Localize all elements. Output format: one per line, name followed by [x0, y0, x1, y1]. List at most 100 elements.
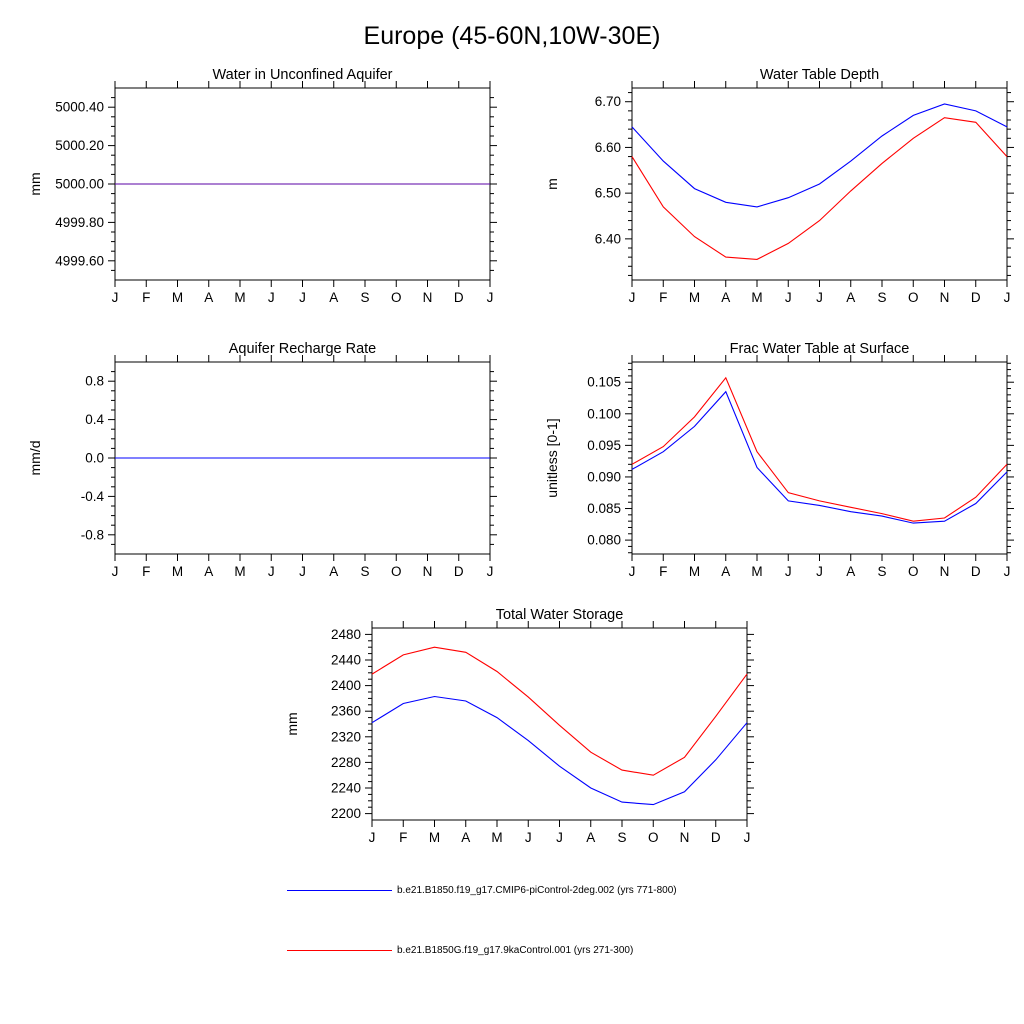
chart-total-water-storage: 2200 2240 2280 2320 2360 2400 2440 2480 J F M A M J J A…: [284, 598, 762, 865]
y-axis-label: m: [547, 178, 560, 190]
series-line-piControl-2deg: [631, 103, 1008, 208]
legend: b.e21.B1850.f19_g17.CMIP6-piControl-2deg…: [287, 884, 677, 1004]
y-tick-label: 2400: [331, 678, 361, 693]
legend-item-picontrol: b.e21.B1850.f19_g17.CMIP6-piControl-2deg…: [287, 884, 677, 896]
x-tick-label: A: [461, 830, 470, 845]
x-tick-label: D: [454, 290, 464, 305]
water-table-depth-plot: 6.40 6.50 6.60 6.70 J F M A M J J A S O N D J Water Table…: [544, 67, 1014, 305]
y-axis-label: unitless [0-1]: [547, 418, 560, 497]
axes-ticks: [625, 355, 1014, 561]
y-tick-label: 2240: [331, 781, 361, 796]
x-tick-label: O: [391, 290, 402, 305]
y-tick-label: 5000.40: [55, 100, 104, 115]
x-tick-label: M: [234, 564, 245, 579]
x-tick-label: F: [142, 564, 150, 579]
x-tick-label: J: [1004, 564, 1011, 579]
chart-title: Frac Water Table at Surface: [730, 341, 910, 357]
y-tick-label: 0.4: [85, 412, 104, 427]
legend-label: b.e21.B1850.f19_g17.CMIP6-piControl-2deg…: [397, 884, 677, 896]
y-tick-label: 0.8: [85, 374, 104, 389]
x-tick-label: S: [360, 564, 369, 579]
x-tick-label: A: [586, 830, 595, 845]
axes-ticks: [625, 81, 1014, 287]
y-tick-label: 5000.20: [55, 138, 104, 153]
plot-frame: [371, 627, 748, 821]
plot-frame: [631, 361, 1008, 555]
y-tick-label: 2320: [331, 729, 361, 744]
series-line-9kaControl: [631, 376, 1008, 522]
x-tick-label: J: [112, 564, 119, 579]
x-tick-label: A: [846, 564, 855, 579]
chart-water-in-unconfined-aquifer: 4999.60 4999.80 5000.00 5000.20 5000.40 J F M A M…: [27, 58, 505, 325]
y-tick-label: 0.095: [587, 438, 621, 453]
chart-aquifer-recharge-rate: -0.8 -0.4 0.0 0.4 0.8 J F M A M J J A S O N D J Aquifer Re…: [27, 332, 505, 599]
chart-frac-water-table-at-surface: 0.080 0.085 0.090 0.095 0.100 0.105 J F M A M J J A S O…: [544, 332, 1022, 599]
chart-title: Aquifer Recharge Rate: [229, 341, 377, 357]
x-tick-label: J: [268, 290, 275, 305]
x-tick-label: A: [329, 564, 338, 579]
y-tick-label: 0.090: [587, 469, 621, 484]
chart-water-table-depth: 6.40 6.50 6.60 6.70 J F M A M J J A S O N D J Water Table…: [544, 58, 1022, 325]
x-tick-label: M: [689, 290, 700, 305]
y-axis-label: mm: [287, 712, 300, 735]
series-line-9kaControl: [631, 117, 1008, 260]
x-tick-label: J: [744, 830, 751, 845]
x-tick-label: M: [234, 290, 245, 305]
y-tick-label: 6.40: [595, 231, 621, 246]
y-tick-label: -0.8: [81, 527, 104, 542]
x-tick-label: A: [721, 290, 730, 305]
x-tick-label: J: [556, 830, 563, 845]
y-axis-label: mm: [30, 172, 43, 195]
aquifer-recharge-rate-plot: -0.8 -0.4 0.0 0.4 0.8 J F M A M J J A S O N D J Aquifer Re…: [27, 341, 497, 579]
x-tick-label: J: [299, 290, 306, 305]
x-tick-label: D: [454, 564, 464, 579]
y-tick-label: 6.60: [595, 140, 621, 155]
x-tick-label: A: [846, 290, 855, 305]
y-axis-label: mm/d: [30, 441, 43, 476]
chart-title: Water in Unconfined Aquifer: [212, 67, 392, 83]
chart-title: Water Table Depth: [760, 67, 879, 83]
x-tick-label: O: [908, 290, 919, 305]
x-tick-label: M: [751, 564, 762, 579]
water-in-unconfined-aquifer-plot: 4999.60 4999.80 5000.00 5000.20 5000.40 J F M A M…: [27, 67, 497, 305]
x-tick-label: J: [112, 290, 119, 305]
x-tick-label: J: [487, 564, 494, 579]
x-tick-label: M: [172, 564, 183, 579]
y-tick-label: -0.4: [81, 489, 105, 504]
legend-line-blue: [287, 889, 392, 891]
x-tick-label: S: [617, 830, 626, 845]
x-tick-label: J: [785, 564, 792, 579]
x-tick-label: D: [711, 830, 721, 845]
x-tick-label: N: [940, 564, 950, 579]
x-tick-label: N: [940, 290, 950, 305]
frac-water-table-at-surface-plot: 0.080 0.085 0.090 0.095 0.100 0.105 J F M A M J J A S O…: [544, 341, 1014, 579]
x-tick-label: A: [329, 290, 338, 305]
page-title: Europe (45-60N,10W-30E): [363, 22, 661, 50]
x-tick-label: S: [877, 290, 886, 305]
y-tick-label: 2360: [331, 704, 361, 719]
x-tick-label: F: [142, 290, 150, 305]
x-tick-label: N: [680, 830, 690, 845]
y-tick-label: 0.080: [587, 533, 621, 548]
x-tick-label: F: [659, 290, 667, 305]
axes-ticks: [365, 621, 754, 827]
x-tick-label: A: [204, 290, 213, 305]
x-tick-label: J: [487, 290, 494, 305]
x-tick-label: M: [172, 290, 183, 305]
x-tick-label: A: [721, 564, 730, 579]
x-tick-label: O: [908, 564, 919, 579]
x-tick-label: J: [369, 830, 376, 845]
y-tick-label: 0.0: [85, 451, 104, 466]
chart-title: Total Water Storage: [496, 607, 624, 623]
total-water-storage-plot: 2200 2240 2280 2320 2360 2400 2440 2480 J F M A M J J A…: [284, 607, 754, 845]
legend-item-9kacontrol: b.e21.B1850G.f19_g17.9kaControl.001 (yrs…: [287, 944, 677, 956]
x-tick-label: N: [423, 564, 433, 579]
x-tick-label: D: [971, 290, 981, 305]
y-tick-label: 2200: [331, 806, 361, 821]
y-tick-label: 2480: [331, 627, 361, 642]
x-tick-label: J: [785, 290, 792, 305]
x-tick-label: M: [689, 564, 700, 579]
x-tick-label: J: [816, 290, 823, 305]
x-tick-label: F: [659, 564, 667, 579]
